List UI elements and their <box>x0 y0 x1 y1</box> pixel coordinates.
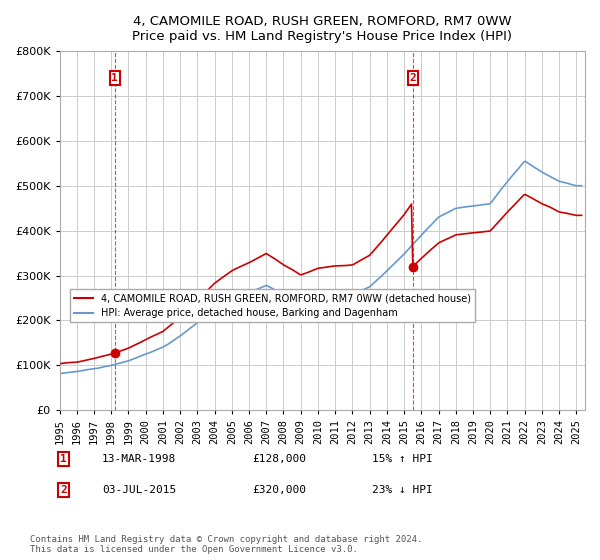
Text: Contains HM Land Registry data © Crown copyright and database right 2024.
This d: Contains HM Land Registry data © Crown c… <box>30 535 422 554</box>
Text: 23% ↓ HPI: 23% ↓ HPI <box>372 485 433 495</box>
Text: 2: 2 <box>60 485 67 495</box>
Text: 2: 2 <box>409 73 416 83</box>
Text: 13-MAR-1998: 13-MAR-1998 <box>102 454 176 464</box>
Text: £320,000: £320,000 <box>252 485 306 495</box>
Text: 03-JUL-2015: 03-JUL-2015 <box>102 485 176 495</box>
Text: 1: 1 <box>111 73 118 83</box>
Title: 4, CAMOMILE ROAD, RUSH GREEN, ROMFORD, RM7 0WW
Price paid vs. HM Land Registry's: 4, CAMOMILE ROAD, RUSH GREEN, ROMFORD, R… <box>132 15 512 43</box>
Text: 1: 1 <box>60 454 67 464</box>
Legend: 4, CAMOMILE ROAD, RUSH GREEN, ROMFORD, RM7 0WW (detached house), HPI: Average pr: 4, CAMOMILE ROAD, RUSH GREEN, ROMFORD, R… <box>70 290 475 322</box>
Text: 15% ↑ HPI: 15% ↑ HPI <box>372 454 433 464</box>
Text: £128,000: £128,000 <box>252 454 306 464</box>
